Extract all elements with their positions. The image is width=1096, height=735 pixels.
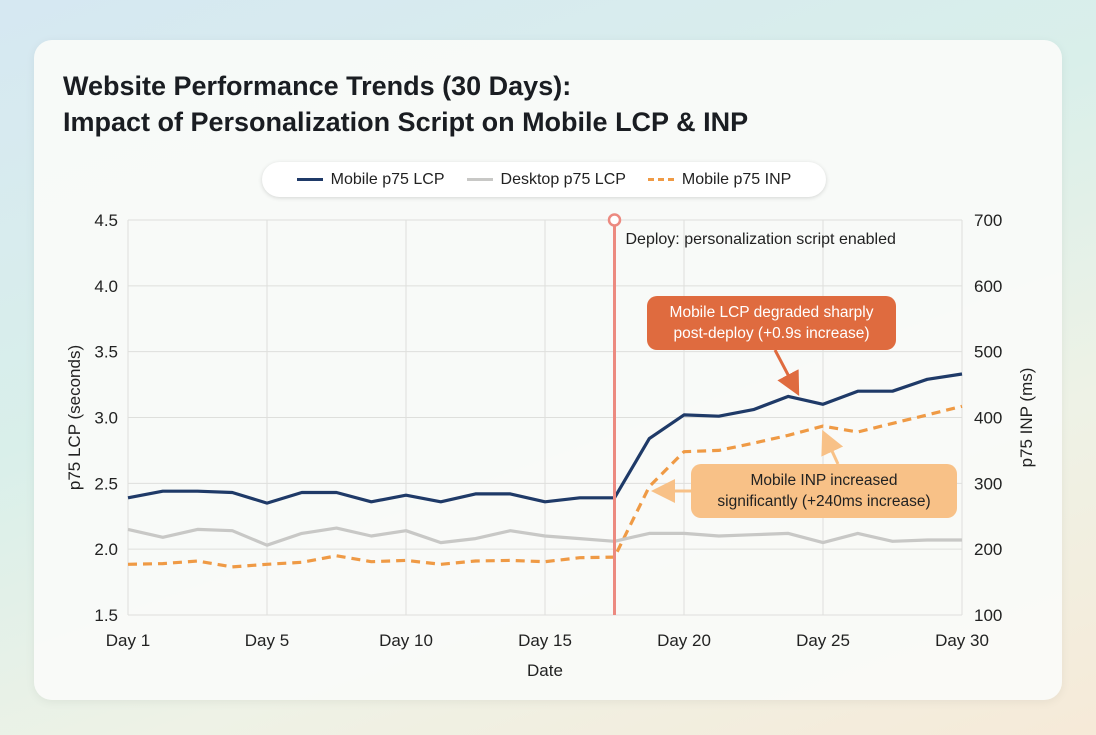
legend-label: Mobile p75 INP — [681, 170, 792, 188]
y-axis-label: p75 LCP (seconds) — [65, 345, 84, 490]
y2-tick-label: 700 — [974, 211, 1002, 230]
legend-item-mobile-inp: Mobile p75 INP — [647, 170, 792, 189]
y2-tick-label: 300 — [974, 474, 1002, 493]
title-line-1: Website Performance Trends (30 Days): — [63, 71, 572, 101]
legend-item-mobile-lcp: Mobile p75 LCP — [296, 170, 445, 189]
y2-tick-label: 400 — [974, 409, 1002, 428]
legend-item-desktop-lcp: Desktop p75 LCP — [466, 170, 626, 189]
y-tick-label: 3.5 — [94, 343, 118, 362]
x-tick-label: Day 10 — [379, 631, 433, 650]
annotation-text: post-deploy (+0.9s increase) — [673, 325, 870, 342]
y2-tick-label: 600 — [974, 277, 1002, 296]
x-tick-label: Day 5 — [245, 631, 289, 650]
title-line-2: Impact of Personalization Script on Mobi… — [63, 107, 749, 137]
deploy-marker-icon — [607, 213, 622, 227]
chart-title: Website Performance Trends (30 Days): Im… — [63, 68, 748, 140]
legend: Mobile p75 LCP Desktop p75 LCP Mobile p7… — [262, 162, 826, 197]
y-tick-label: 3.0 — [94, 409, 118, 428]
x-tick-label: Day 15 — [518, 631, 572, 650]
annotation-text: Mobile LCP degraded sharply — [669, 304, 874, 321]
chart-card — [34, 40, 1062, 700]
y2-axis-label: p75 INP (ms) — [1017, 368, 1036, 468]
y-tick-label: 2.5 — [94, 474, 118, 493]
x-axis-label: Date — [527, 661, 563, 680]
legend-label: Desktop p75 LCP — [500, 170, 626, 188]
legend-label: Mobile p75 LCP — [330, 170, 445, 188]
legend-swatch — [296, 178, 323, 181]
y-tick-label: 2.0 — [94, 540, 118, 559]
y-tick-label: 4.0 — [94, 277, 118, 296]
deploy-marker-label: Deploy: personalization script enabled — [626, 231, 896, 248]
x-tick-label: Day 20 — [657, 631, 711, 650]
legend-swatch — [466, 178, 493, 181]
x-tick-label: Day 1 — [106, 631, 150, 650]
annotation-arrow-lcp — [773, 349, 800, 396]
y2-tick-label: 200 — [974, 540, 1002, 559]
annotation-text: Mobile INP increased — [750, 472, 898, 489]
y-tick-label: 1.5 — [94, 606, 118, 625]
annotation-arrow-inp — [821, 429, 844, 465]
annotation-inp: Mobile INP increased significantly (+240… — [691, 464, 957, 518]
x-tick-label: Day 25 — [796, 631, 850, 650]
y2-tick-label: 500 — [974, 343, 1002, 362]
y-tick-label: 4.5 — [94, 211, 118, 230]
annotation-text: significantly (+240ms increase) — [717, 493, 931, 510]
legend-swatch — [647, 178, 674, 181]
x-tick-label: Day 30 — [935, 631, 989, 650]
annotation-lcp: Mobile LCP degraded sharply post-deploy … — [647, 296, 896, 350]
y2-tick-label: 100 — [974, 606, 1002, 625]
